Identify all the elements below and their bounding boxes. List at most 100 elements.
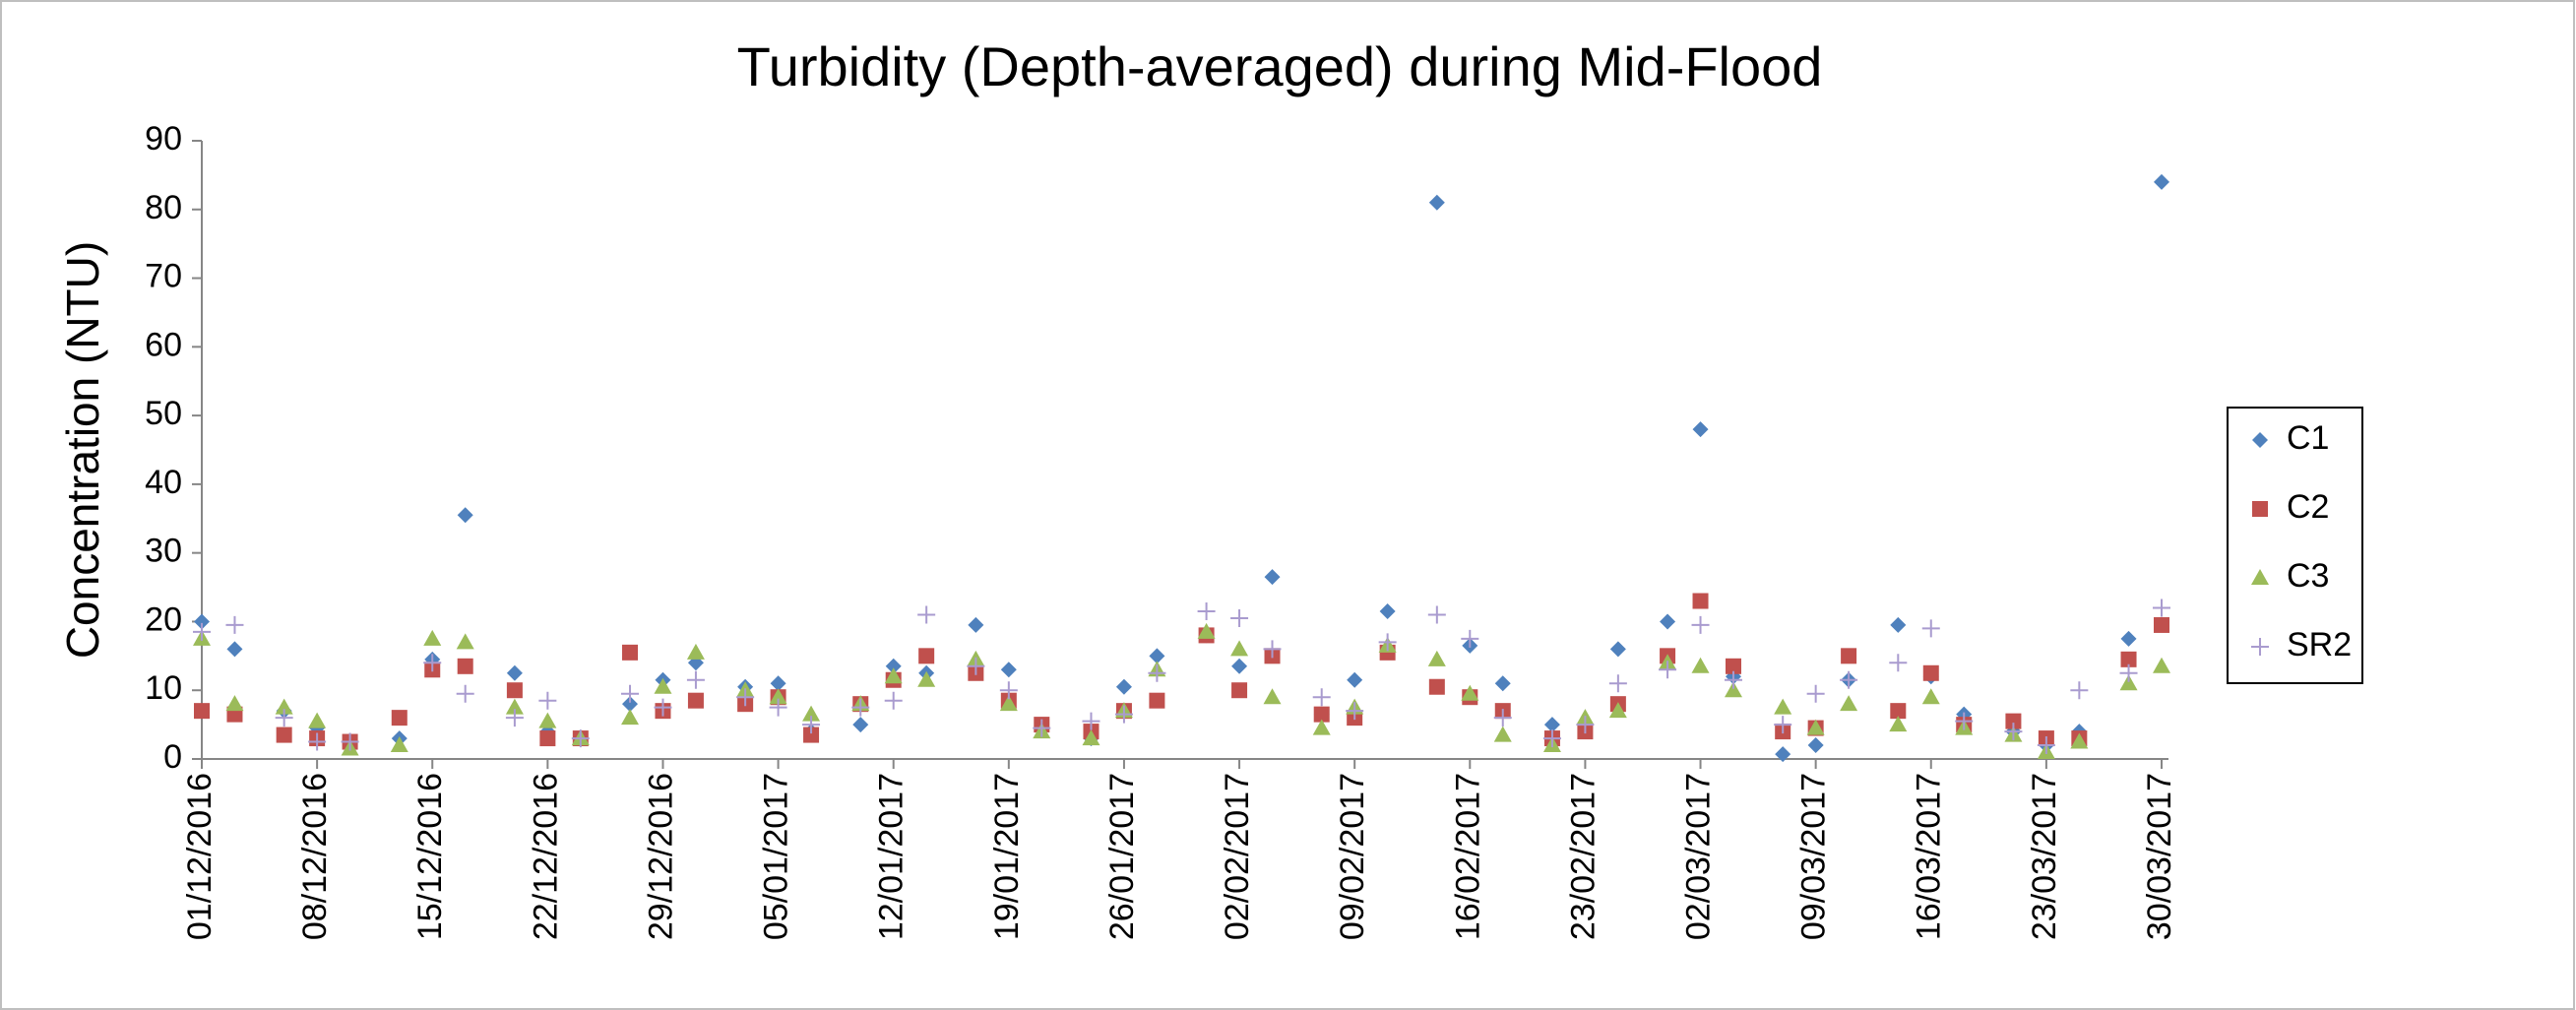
y-tick-label: 60 (145, 326, 182, 363)
point (1263, 688, 1282, 705)
x-tick-label: 29/12/2016 (642, 773, 679, 940)
point (1692, 593, 1709, 609)
point (1774, 698, 1792, 715)
point (571, 729, 590, 748)
point (769, 688, 787, 705)
x-tick-label: 23/03/2017 (2026, 773, 2063, 940)
point (1082, 712, 1100, 730)
point (456, 633, 474, 650)
legend-box (2227, 407, 2363, 684)
point (1807, 737, 1824, 754)
point (276, 726, 292, 743)
point (505, 709, 524, 727)
point (1890, 703, 1907, 720)
x-tick-label: 22/12/2016 (527, 773, 564, 940)
x-tick-label: 26/01/2017 (1103, 773, 1141, 940)
point (621, 709, 640, 726)
point (1922, 664, 1939, 681)
point (1115, 678, 1132, 695)
point (2119, 663, 2138, 682)
point (918, 648, 935, 664)
x-tick-label: 02/02/2017 (1219, 773, 1256, 940)
x-tick-label: 16/02/2017 (1449, 773, 1486, 940)
y-tick-label: 0 (163, 738, 182, 776)
y-tick-label: 50 (145, 395, 182, 432)
y-tick-label: 80 (145, 189, 182, 226)
point (654, 677, 672, 694)
point (802, 716, 821, 734)
point (654, 698, 672, 717)
point (1955, 712, 1974, 730)
y-tick-label: 20 (145, 600, 182, 638)
point (622, 644, 639, 661)
point (1806, 719, 1825, 735)
point (999, 695, 1018, 712)
point (1312, 719, 1331, 735)
point (1889, 654, 1908, 672)
point (1494, 675, 1511, 692)
point (1231, 658, 1248, 674)
point (736, 688, 755, 707)
point (1346, 702, 1364, 721)
point (506, 682, 523, 699)
y-axis-label: Concentration (NTU) (57, 241, 108, 659)
x-tick-label: 01/12/2016 (181, 773, 219, 940)
point (194, 613, 210, 630)
point (1840, 670, 1858, 689)
legend-label: C3 (2287, 557, 2329, 595)
point (1428, 194, 1445, 211)
point (456, 684, 474, 703)
point (193, 622, 211, 641)
point (852, 717, 869, 733)
point (390, 736, 408, 753)
legend-marker (2251, 569, 2269, 585)
point (1608, 674, 1627, 693)
point (1840, 695, 1858, 712)
point (1461, 629, 1479, 648)
point (1724, 670, 1742, 689)
point (539, 730, 556, 747)
legend-marker (2252, 432, 2268, 448)
point (1493, 709, 1512, 727)
point (884, 667, 903, 684)
legend-label: C1 (2287, 419, 2329, 457)
point (1890, 616, 1907, 633)
point (851, 698, 870, 717)
legend-label: SR2 (2287, 626, 2352, 663)
point (423, 654, 442, 672)
point (391, 710, 408, 726)
point (1921, 619, 1940, 638)
point (2004, 723, 2023, 741)
point (1263, 640, 1282, 659)
point (686, 643, 705, 660)
point (505, 698, 524, 715)
point (2153, 599, 2170, 617)
point (1921, 688, 1940, 705)
point (225, 695, 244, 712)
point (506, 664, 523, 681)
point (1427, 605, 1446, 624)
point (1378, 633, 1397, 652)
point (1149, 692, 1165, 709)
x-tick-label: 08/12/2016 (296, 773, 334, 940)
point (1841, 648, 1857, 664)
point (423, 629, 442, 646)
point (2153, 657, 2170, 673)
point (341, 732, 359, 751)
point (999, 681, 1018, 700)
point (621, 684, 640, 703)
point (2154, 173, 2169, 190)
point (1313, 706, 1330, 723)
point (1230, 608, 1249, 627)
point (1775, 746, 1791, 763)
point (687, 692, 704, 709)
y-tick-label: 70 (145, 258, 182, 295)
point (1428, 678, 1445, 695)
y-tick-label: 40 (145, 464, 182, 501)
point (1148, 663, 1166, 682)
y-tick-label: 10 (145, 669, 182, 707)
point (885, 658, 902, 674)
point (1725, 658, 1741, 674)
